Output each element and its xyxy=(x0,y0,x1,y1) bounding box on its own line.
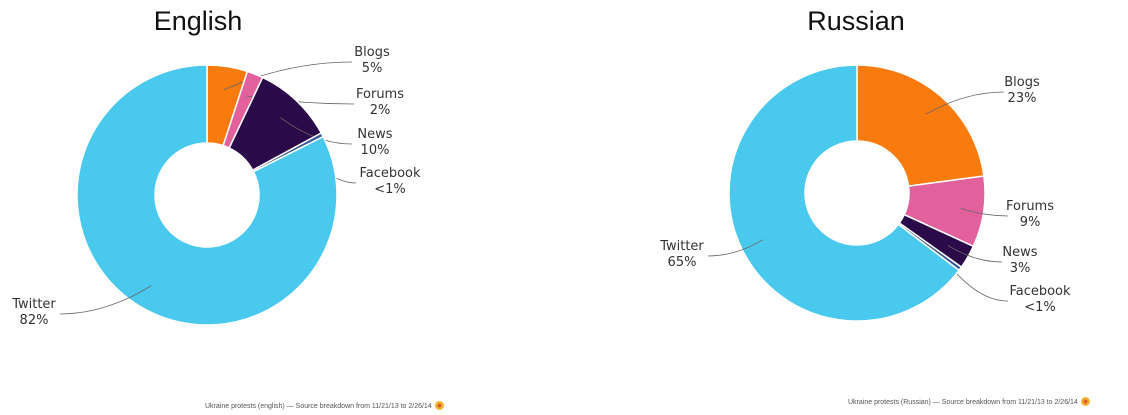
flower-logo-icon xyxy=(1080,397,1090,406)
english-leader-blogs xyxy=(223,61,353,91)
russian-label-blogs: Blogs xyxy=(1004,75,1040,90)
russian-label-news: News xyxy=(1002,245,1037,260)
russian-value-twitter: 65% xyxy=(668,255,697,270)
english-label-facebook: Facebook xyxy=(359,166,421,181)
caption-english: Ukraine protests (english) — Source brea… xyxy=(205,401,444,410)
russian-label-twitter: Twitter xyxy=(659,239,704,254)
caption-russian: Ukraine protests (Russian) — Source brea… xyxy=(848,397,1090,406)
english-label-blogs: Blogs xyxy=(354,45,390,60)
english-label-forums: Forums xyxy=(356,87,404,102)
russian-label-forums: Forums xyxy=(1006,199,1054,214)
flower-logo-icon xyxy=(434,401,444,410)
russian-slice-twitter xyxy=(728,64,961,322)
chart-title-russian: Russian xyxy=(807,6,905,36)
english-leader-twitter xyxy=(59,285,152,315)
russian-label-facebook: Facebook xyxy=(1009,284,1071,299)
russian-value-forums: 9% xyxy=(1020,215,1041,230)
russian-leader-news xyxy=(947,245,1003,263)
russian-leader-forums xyxy=(960,208,1009,217)
russian-value-blogs: 23% xyxy=(1008,91,1037,106)
chart-title-english: English xyxy=(153,6,243,36)
english-label-news: News xyxy=(357,127,392,142)
english-value-blogs: 5% xyxy=(362,61,383,76)
russian-leader-twitter xyxy=(707,239,764,257)
russian-leader-blogs xyxy=(925,91,1005,115)
russian-value-facebook: <1% xyxy=(1024,300,1056,315)
english-value-forums: 2% xyxy=(370,103,391,118)
caption-english-text: Ukraine protests (english) — Source brea… xyxy=(205,403,432,410)
russian-value-news: 3% xyxy=(1010,261,1031,276)
english-value-twitter: 82% xyxy=(20,313,49,328)
english-value-news: 10% xyxy=(361,143,390,158)
english-slice-twitter xyxy=(76,64,338,326)
russian-slice-blogs xyxy=(856,64,985,187)
english-label-twitter: Twitter xyxy=(11,297,56,312)
caption-russian-text: Ukraine protests (Russian) — Source brea… xyxy=(848,399,1078,406)
english-value-facebook: <1% xyxy=(374,182,406,197)
